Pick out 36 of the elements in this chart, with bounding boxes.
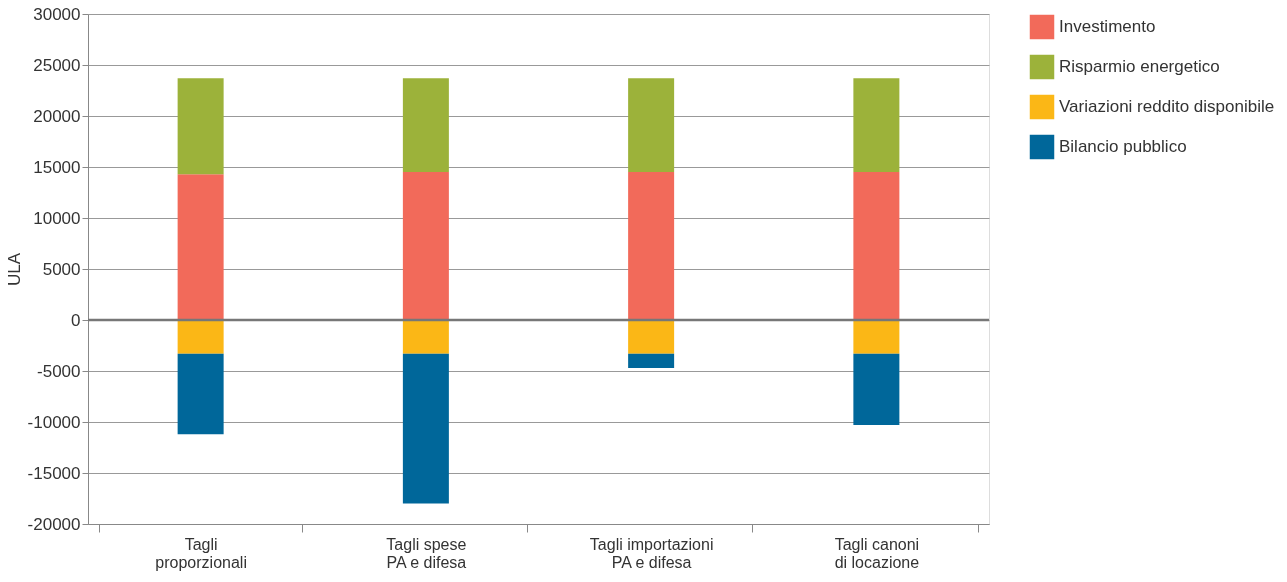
y-tick-label: 0 xyxy=(71,310,81,330)
bar xyxy=(628,78,675,173)
bar xyxy=(853,78,900,173)
x-tick-label: Tagli spese PA e difesa xyxy=(386,535,467,571)
bar xyxy=(402,78,449,173)
bar xyxy=(628,353,675,368)
y-tick-label: 30000 xyxy=(33,4,81,24)
y-tick-label: 15000 xyxy=(33,157,81,177)
y-tick-label: -20000 xyxy=(27,514,81,534)
legend-label: Variazioni reddito disponibile xyxy=(1059,97,1275,116)
bar xyxy=(853,353,900,426)
legend-label: Bilancio pubblico xyxy=(1059,137,1187,156)
y-tick-label: 5000 xyxy=(42,259,81,279)
bar xyxy=(177,353,224,435)
bar xyxy=(402,320,449,354)
x-tick-label: Tagli importazioni PA e difesa xyxy=(589,535,714,571)
y-tick-label: 10000 xyxy=(33,208,81,228)
legend-label: Investimento xyxy=(1059,17,1156,36)
bar xyxy=(177,174,224,320)
y-tick-label: 20000 xyxy=(33,106,81,126)
bar xyxy=(402,353,449,504)
legend-label: Risparmio energetico xyxy=(1059,57,1220,76)
bar xyxy=(853,320,900,354)
y-tick-label: -15000 xyxy=(27,463,81,483)
y-axis-title: ULA xyxy=(4,252,24,287)
y-tick-label: 25000 xyxy=(33,55,81,75)
bar xyxy=(402,172,449,320)
bar xyxy=(628,172,675,320)
y-tick-label: -10000 xyxy=(27,412,81,432)
x-tick-label: Tagli proporzionali xyxy=(155,535,247,571)
bar xyxy=(853,172,900,320)
y-tick-label: -5000 xyxy=(37,361,81,381)
bar xyxy=(628,320,675,354)
x-tick-label: Tagli canoni di locazione xyxy=(834,535,920,571)
bar xyxy=(177,78,224,175)
bar xyxy=(177,320,224,354)
